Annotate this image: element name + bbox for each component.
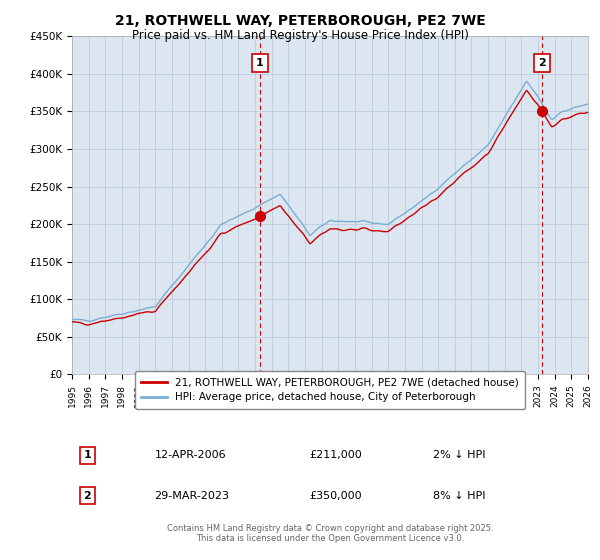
Legend: 21, ROTHWELL WAY, PETERBOROUGH, PE2 7WE (detached house), HPI: Average price, de: 21, ROTHWELL WAY, PETERBOROUGH, PE2 7WE … — [134, 371, 526, 409]
Text: 2: 2 — [83, 491, 91, 501]
Text: £211,000: £211,000 — [310, 450, 362, 460]
Text: 2% ↓ HPI: 2% ↓ HPI — [433, 450, 486, 460]
Text: £350,000: £350,000 — [310, 491, 362, 501]
Text: Contains HM Land Registry data © Crown copyright and database right 2025.
This d: Contains HM Land Registry data © Crown c… — [167, 524, 493, 543]
Text: 29-MAR-2023: 29-MAR-2023 — [155, 491, 230, 501]
Text: Price paid vs. HM Land Registry's House Price Index (HPI): Price paid vs. HM Land Registry's House … — [131, 29, 469, 42]
Text: 21, ROTHWELL WAY, PETERBOROUGH, PE2 7WE: 21, ROTHWELL WAY, PETERBOROUGH, PE2 7WE — [115, 14, 485, 28]
Text: 1: 1 — [256, 58, 263, 68]
Text: 1: 1 — [83, 450, 91, 460]
Text: 8% ↓ HPI: 8% ↓ HPI — [433, 491, 486, 501]
Text: 12-APR-2006: 12-APR-2006 — [155, 450, 226, 460]
Text: 2: 2 — [538, 58, 546, 68]
